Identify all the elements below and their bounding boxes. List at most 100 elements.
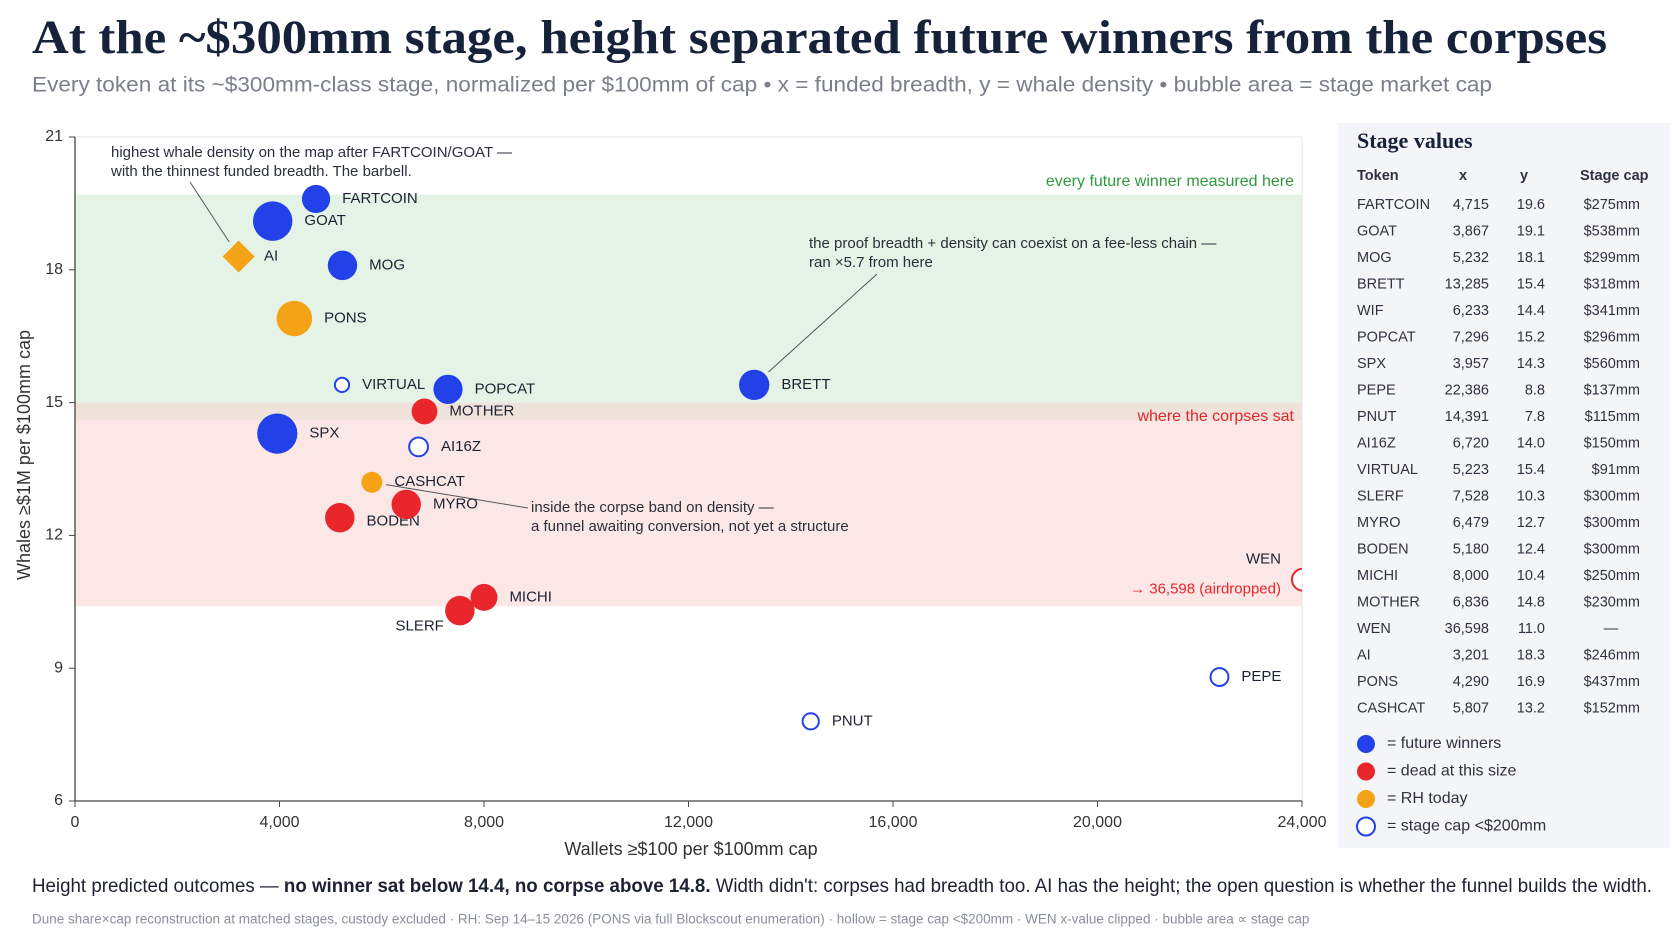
x-axis-label: Wallets ≥$100 per $100mm cap [564,839,817,859]
offscale-bubble [1291,567,1302,592]
table-header: x [1459,168,1467,184]
bubble [801,712,820,731]
bubble [411,398,438,425]
table-cell: BODEN [1357,541,1409,557]
bubble [470,583,498,611]
bubble [361,471,383,493]
legend-label: = future winners [1387,735,1501,752]
point-label: MICHI [509,588,552,605]
bubble-diamond [222,240,255,273]
annotation: a funnel awaiting conversion, not yet a … [531,518,849,535]
table-cell: $300mm [1584,541,1640,557]
table-cell: 6,479 [1453,515,1489,531]
table-cell: WEN [1357,621,1391,637]
y-tick-label: 6 [54,792,63,809]
table-cell: $275mm [1584,197,1640,213]
table-cell: 6,720 [1453,435,1489,451]
x-tick-label: 0 [71,814,80,831]
table-cell: 36,598 [1445,621,1489,637]
table-cell: 4,290 [1453,674,1489,690]
legend-marker [1357,790,1375,808]
table-cell: 14.0 [1517,435,1545,451]
takeaway-lead: Height predicted outcomes — [32,875,284,897]
table-header: Token [1357,168,1399,184]
x-tick-label: 20,000 [1073,814,1122,831]
takeaway-bold: no winner sat below 14.4, no corpse abov… [284,875,711,897]
bubble [1209,667,1230,688]
table-cell: 14.8 [1517,594,1545,610]
table-cell: 10.4 [1517,568,1545,584]
table-cell: 7,296 [1453,329,1489,345]
table: Token x y Stage cap FARTCOIN 4,715 19.6 $275mm G… [1357,168,1649,717]
offscale-note: → 36,598 (airdropped) [1130,581,1281,598]
table-cell: $300mm [1584,515,1640,531]
table-cell: 3,957 [1453,356,1489,372]
bubble [252,201,293,241]
table-cell: 5,180 [1453,541,1489,557]
table-cell: 18.1 [1517,250,1545,266]
table-cell: 5,223 [1453,462,1489,478]
annotation: inside the corpse band on density — [531,499,774,516]
legend-marker [1357,735,1375,753]
band-label: where the corpses sat [1136,408,1294,425]
takeaway: Height predicted outcomes — no winner sa… [32,875,1652,897]
table-cell: 7,528 [1453,488,1489,504]
table-cell: $560mm [1584,356,1640,372]
bubble [391,489,421,520]
table-cell: CASHCAT [1357,700,1425,716]
table-cell: 16.9 [1517,674,1545,690]
table-title: Stage values [1357,128,1473,153]
table-cell: 8,000 [1453,568,1489,584]
x-tick-label: 4,000 [259,814,299,831]
table-cell: SLERF [1357,488,1404,504]
table-cell: $152mm [1584,700,1640,716]
point-label: SPX [309,425,339,442]
x-tick-label: 24,000 [1278,814,1327,831]
table-cell: MOTHER [1357,594,1420,610]
table-cell: MICHI [1357,568,1398,584]
table-cell: 11.0 [1518,621,1545,637]
table-cell: BRETT [1357,276,1405,292]
legend-label: = RH today [1387,790,1467,807]
table-cell: 19.1 [1517,223,1545,239]
point-label: MOTHER [449,402,514,419]
point-label: PONS [324,309,367,326]
legend-marker [1357,762,1375,781]
table-cell: 13,285 [1445,276,1489,292]
table-cell: $299mm [1584,250,1640,266]
table-cell: 14.3 [1517,356,1545,372]
table-cell: SPX [1357,356,1386,372]
table-cell: $318mm [1584,276,1640,292]
table-cell: WIF [1357,303,1384,319]
table-cell: AI16Z [1357,435,1396,451]
point-label: POPCAT [475,380,536,397]
table-cell: 15.2 [1517,329,1545,345]
point-label: BRETT [781,376,830,393]
table-cell: $230mm [1584,594,1640,610]
table-cell: PONS [1357,674,1398,690]
table-cell: $437mm [1584,674,1640,690]
y-tick-label: 21 [45,128,63,145]
table-cell: 14.4 [1517,303,1545,319]
table-cell: 6,233 [1453,303,1489,319]
table-cell: $115mm [1585,409,1640,425]
bubble [445,595,475,626]
table-cell: 22,386 [1445,382,1489,398]
point-label: AI16Z [441,438,481,455]
x-tick-label: 12,000 [664,814,713,831]
table-cell: PNUT [1357,409,1397,425]
table-cell: MYRO [1357,515,1401,531]
table-cell: 19.6 [1517,197,1545,213]
chart-subtitle: Every token at its ~$300mm-class stage, … [32,74,1492,97]
table-header: Stage cap [1580,168,1649,184]
table-cell: 15.4 [1517,276,1545,292]
table-cell: 18.3 [1517,647,1545,663]
table-cell: 7.8 [1525,409,1545,425]
table-cell: POPCAT [1357,329,1416,345]
table-panel [1338,123,1670,848]
y-tick-label: 9 [54,659,63,676]
point-label: MOG [369,256,405,273]
legend-label: = dead at this size [1387,763,1517,780]
